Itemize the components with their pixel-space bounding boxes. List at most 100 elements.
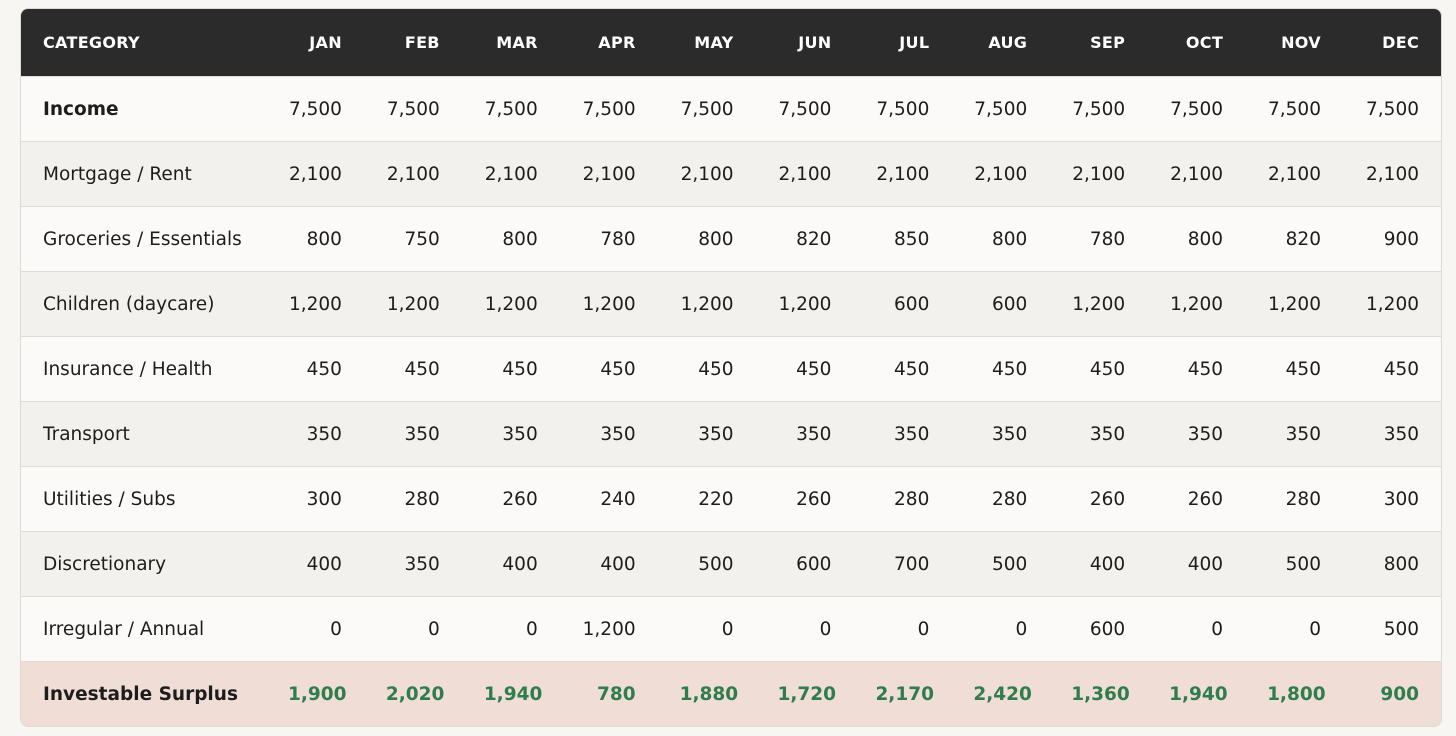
value-cell: 2,100 xyxy=(755,141,854,207)
table-row: Children (daycare) 1,200 1,200 1,200 1,200 1,… xyxy=(21,271,1441,337)
value-cell: 7,500 xyxy=(363,76,462,142)
value-cell: 350 xyxy=(755,401,854,467)
value-cell: 2,020 xyxy=(363,661,462,726)
category-cell: Irregular / Annual xyxy=(21,596,266,662)
month-header: JUN xyxy=(755,9,854,77)
table-row: Discretionary 400 350 400 400 500 600 700 500 400… xyxy=(21,531,1441,597)
month-header: AUG xyxy=(951,9,1050,77)
month-header: MAR xyxy=(461,9,560,77)
value-cell: 2,100 xyxy=(951,141,1050,207)
category-cell: Income xyxy=(21,76,266,142)
table-row: Mortgage / Rent 2,100 2,100 2,100 2,100 2,100… xyxy=(21,141,1441,207)
category-cell: Transport xyxy=(21,401,266,467)
value-cell: 2,100 xyxy=(1147,141,1246,207)
value-cell: 600 xyxy=(853,271,952,337)
value-cell: 0 xyxy=(1245,596,1343,662)
value-cell: 2,100 xyxy=(1342,141,1441,207)
category-cell: Insurance / Health xyxy=(21,336,266,402)
value-cell: 400 xyxy=(1049,531,1148,597)
value-cell: 800 xyxy=(657,206,756,272)
value-cell: 1,200 xyxy=(1342,271,1441,337)
value-cell: 280 xyxy=(951,466,1050,532)
table-header: CATEGORY JAN FEB MAR APR MAY JUN JUL AUG SEP OCT NO… xyxy=(21,9,1441,77)
value-cell: 350 xyxy=(461,401,560,467)
value-cell: 7,500 xyxy=(559,76,658,142)
total-row: Investable Surplus 1,900 2,020 1,940 780 1,88… xyxy=(21,661,1441,726)
value-cell: 260 xyxy=(1049,466,1148,532)
value-cell: 2,100 xyxy=(461,141,560,207)
table-row: Insurance / Health 450 450 450 450 450 450 450 4… xyxy=(21,336,1441,402)
month-header: DEC xyxy=(1342,9,1441,77)
month-header: APR xyxy=(559,9,658,77)
value-cell: 780 xyxy=(559,206,658,272)
value-cell: 0 xyxy=(853,596,952,662)
table-row: Irregular / Annual 0 0 0 1,200 0 0 0 0 600 0 0 500 xyxy=(21,596,1441,662)
value-cell: 350 xyxy=(1147,401,1246,467)
value-cell: 1,200 xyxy=(755,271,854,337)
value-cell: 2,100 xyxy=(1049,141,1148,207)
table-body: Income 7,500 7,500 7,500 7,500 7,500 7,500 7,50… xyxy=(21,76,1441,726)
value-cell: 450 xyxy=(951,336,1050,402)
value-cell: 820 xyxy=(755,206,854,272)
value-cell: 450 xyxy=(853,336,952,402)
value-cell: 780 xyxy=(559,661,658,726)
value-cell: 400 xyxy=(1147,531,1246,597)
value-cell: 1,360 xyxy=(1049,661,1148,726)
value-cell: 0 xyxy=(266,596,364,662)
value-cell: 7,500 xyxy=(1147,76,1246,142)
value-cell: 1,200 xyxy=(461,271,560,337)
value-cell: 500 xyxy=(657,531,756,597)
value-cell: 1,200 xyxy=(1147,271,1246,337)
value-cell: 800 xyxy=(1342,531,1441,597)
value-cell: 800 xyxy=(1147,206,1246,272)
value-cell: 1,200 xyxy=(559,596,658,662)
value-cell: 780 xyxy=(1049,206,1148,272)
category-cell: Children (daycare) xyxy=(21,271,266,337)
value-cell: 600 xyxy=(755,531,854,597)
value-cell: 500 xyxy=(1342,596,1441,662)
value-cell: 2,420 xyxy=(951,661,1050,726)
table-row: Groceries / Essentials 800 750 800 780 800 820… xyxy=(21,206,1441,272)
value-cell: 300 xyxy=(1342,466,1441,532)
value-cell: 7,500 xyxy=(853,76,952,142)
value-cell: 750 xyxy=(363,206,462,272)
budget-table-card: CATEGORY JAN FEB MAR APR MAY JUN JUL AUG SEP OCT NO… xyxy=(20,8,1442,727)
value-cell: 450 xyxy=(1147,336,1246,402)
value-cell: 450 xyxy=(1342,336,1441,402)
value-cell: 1,720 xyxy=(755,661,854,726)
value-cell: 1,200 xyxy=(657,271,756,337)
value-cell: 350 xyxy=(363,531,462,597)
value-cell: 280 xyxy=(1245,466,1343,532)
value-cell: 900 xyxy=(1342,206,1441,272)
value-cell: 7,500 xyxy=(1342,76,1441,142)
value-cell: 1,940 xyxy=(461,661,560,726)
value-cell: 0 xyxy=(657,596,756,662)
value-cell: 900 xyxy=(1342,661,1441,726)
value-cell: 2,170 xyxy=(853,661,952,726)
category-cell: Groceries / Essentials xyxy=(21,206,266,272)
month-header: MAY xyxy=(657,9,756,77)
header-row: CATEGORY JAN FEB MAR APR MAY JUN JUL AUG SEP OCT NO… xyxy=(21,9,1441,77)
value-cell: 1,800 xyxy=(1245,661,1343,726)
value-cell: 1,880 xyxy=(657,661,756,726)
table-row: Income 7,500 7,500 7,500 7,500 7,500 7,500 7,50… xyxy=(21,76,1441,142)
value-cell: 280 xyxy=(853,466,952,532)
value-cell: 1,200 xyxy=(266,271,364,337)
value-cell: 220 xyxy=(657,466,756,532)
month-header: FEB xyxy=(363,9,462,77)
value-cell: 350 xyxy=(853,401,952,467)
value-cell: 400 xyxy=(559,531,658,597)
month-header: JAN xyxy=(266,9,364,77)
value-cell: 7,500 xyxy=(461,76,560,142)
value-cell: 2,100 xyxy=(1245,141,1343,207)
value-cell: 280 xyxy=(363,466,462,532)
month-header: OCT xyxy=(1147,9,1246,77)
table-row: Transport 350 350 350 350 350 350 350 350 350 350 3… xyxy=(21,401,1441,467)
value-cell: 260 xyxy=(755,466,854,532)
value-cell: 260 xyxy=(1147,466,1246,532)
value-cell: 1,200 xyxy=(363,271,462,337)
category-cell: Discretionary xyxy=(21,531,266,597)
value-cell: 450 xyxy=(1245,336,1343,402)
month-header: JUL xyxy=(853,9,952,77)
